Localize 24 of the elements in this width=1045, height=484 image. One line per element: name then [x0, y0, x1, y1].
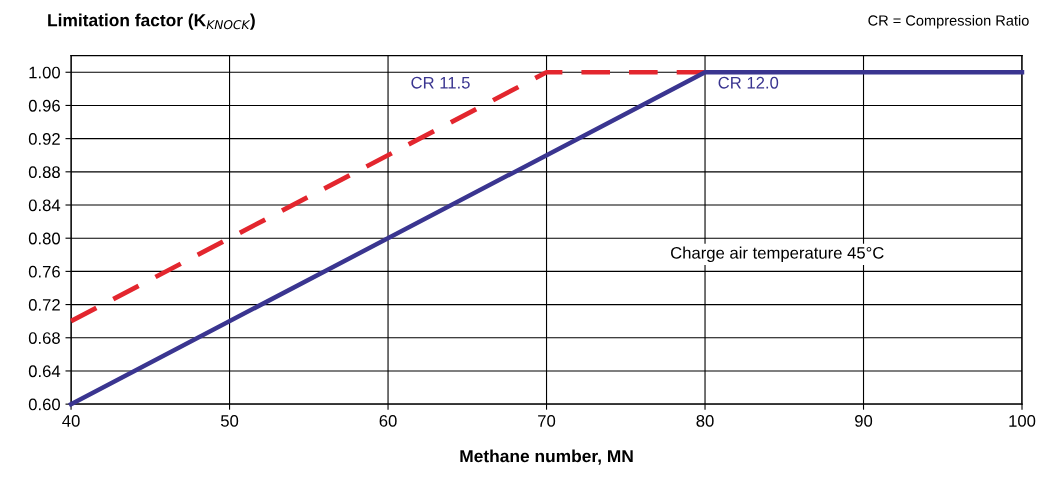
- annotation: Charge air temperature 45°C: [671, 246, 884, 263]
- x-axis-title: Methane number, MN: [460, 449, 633, 465]
- x-tick-label: 40: [62, 415, 80, 427]
- series-label: CR 11.5: [411, 76, 470, 89]
- y-tick-label: 0.92: [28, 133, 60, 145]
- y-tick-label: 0.88: [28, 166, 60, 179]
- y-tick-label: 0.80: [28, 232, 60, 245]
- y-tick-label: 0.76: [28, 265, 60, 278]
- y-axis-title: Limitation factor (K$_{KNOCK}$): [48, 13, 255, 30]
- series-label: CR 12.0: [718, 76, 779, 89]
- y-tick-label: 1.00: [29, 66, 60, 79]
- x-tick-label: 90: [855, 415, 873, 427]
- y-tick-label: 0.72: [28, 298, 60, 311]
- y-tick-label: 0.68: [28, 332, 60, 344]
- x-tick-label: 80: [696, 415, 714, 427]
- x-tick-label: 70: [538, 415, 556, 427]
- y-tick-label: 0.96: [28, 99, 60, 112]
- x-tick-label: 100: [1009, 415, 1036, 427]
- x-tick-label: 50: [220, 415, 239, 427]
- y-tick-label: 0.84: [28, 199, 61, 212]
- y-tick-label: 0.64: [28, 365, 61, 378]
- text: CR = Compression Ratio: [868, 14, 1029, 29]
- x-tick-label: 60: [379, 415, 397, 427]
- y-tick-label: 0.60: [28, 398, 60, 411]
